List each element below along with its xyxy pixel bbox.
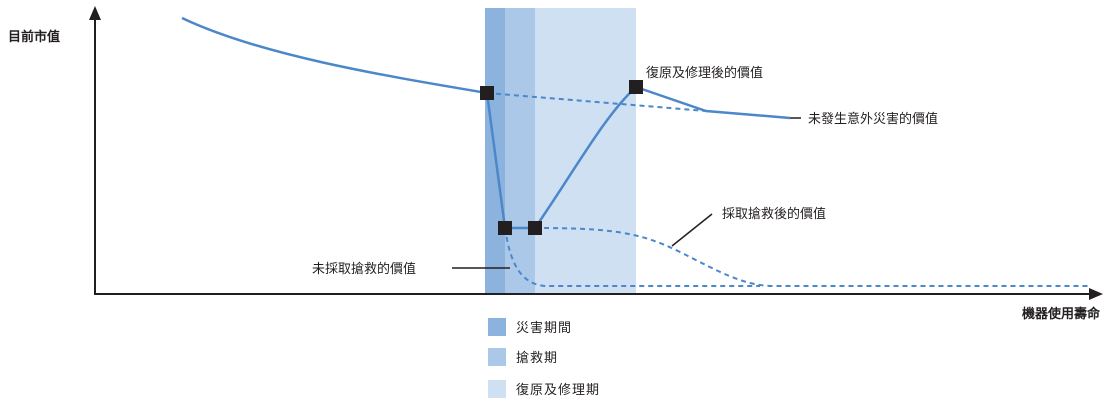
restoration-start-marker — [528, 221, 542, 235]
not-rescued-dashed-line — [504, 227, 760, 287]
x-axis-label: 機器使用壽命 — [1022, 306, 1101, 322]
legend-label-rescue: 搶救期 — [516, 350, 558, 366]
legend-label-disaster: 災害期間 — [516, 320, 572, 336]
y-axis-arrow — [89, 6, 101, 20]
y-axis-label: 目前市值 — [8, 29, 60, 45]
rescue-period-band — [505, 8, 535, 294]
rescued-value-label: 採取搶救後的價值 — [722, 206, 826, 222]
restored-value-label: 復原及修理後的價值 — [646, 65, 763, 81]
rescued-leader-line — [671, 213, 713, 247]
rescue-start-marker — [498, 221, 512, 235]
legend-swatch-restoration — [488, 380, 506, 398]
no-disaster-value-label: 未發生意外災害的價值 — [808, 111, 938, 127]
disaster-start-marker — [480, 86, 494, 100]
legend-label-restoration: 復原及修理期 — [516, 382, 600, 398]
legend: 災害期間 搶救期 復原及修理期 — [488, 318, 600, 398]
not-rescued-value-label: 未採取搶救的價值 — [312, 261, 416, 277]
legend-swatch-disaster — [488, 318, 506, 336]
restored-value-marker — [629, 80, 643, 94]
no-disaster-dashed-line — [486, 92, 707, 112]
legend-swatch-rescue — [488, 348, 506, 366]
rescued-dashed-line — [534, 227, 1088, 287]
x-axis-arrow — [1089, 288, 1103, 300]
